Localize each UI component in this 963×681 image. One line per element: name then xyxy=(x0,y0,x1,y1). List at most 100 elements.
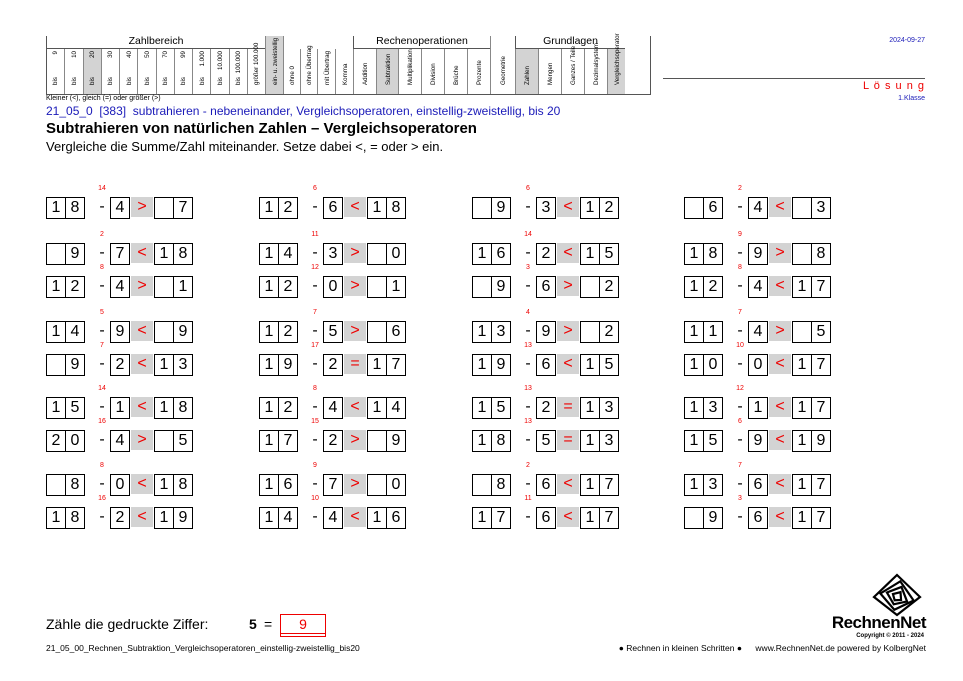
zahlbereich-column: 99 bis xyxy=(173,49,192,94)
comparison-operator: < xyxy=(557,243,579,263)
minuend-tens-digit: 1 xyxy=(264,509,274,526)
minuend-tens-digit: 1 xyxy=(264,476,274,493)
minuend-ones-digit: 5 xyxy=(70,399,80,416)
minus-sign: - xyxy=(312,508,318,525)
minus-sign: - xyxy=(312,355,318,372)
minuend-box: 9 xyxy=(46,243,85,265)
minuend-ones-digit: 2 xyxy=(283,278,293,295)
compare-number-tens-digit: 1 xyxy=(372,509,382,526)
criteria-label: ein- u. zweistellig xyxy=(271,37,279,85)
compare-number-ones-digit: 5 xyxy=(604,356,614,373)
criteria-label: Addition xyxy=(362,62,369,85)
minus-sign: - xyxy=(525,355,531,372)
compare-number-tens-digit: 1 xyxy=(797,356,807,373)
problem: 2 0-4 16 >5 xyxy=(46,418,206,452)
compare-number-box: 5 xyxy=(792,321,831,343)
zahlbereich-prefix: bis xyxy=(107,77,115,85)
difference-hint: 2 xyxy=(738,185,742,192)
comparison-operator: < xyxy=(769,354,791,374)
zahlbereich-prefix: bis xyxy=(162,77,170,85)
minus-sign: - xyxy=(312,198,318,215)
minus-sign: - xyxy=(312,322,318,339)
minus-sign: - xyxy=(525,508,531,525)
compare-number-ones-digit: 3 xyxy=(178,356,188,373)
compare-number-ones-digit: 8 xyxy=(178,245,188,262)
subtrahend-box: 9 xyxy=(536,321,556,343)
compare-number-box: 5 xyxy=(154,430,193,452)
zahlbereich-column: 100.000 bis xyxy=(228,49,247,94)
comparison-operator: < xyxy=(344,197,366,217)
problem: 1 2-4 8 >1 xyxy=(46,264,206,298)
minuend-ones-digit: 2 xyxy=(283,323,293,340)
subtrahend-box: 4 xyxy=(748,197,768,219)
compare-number-ones-digit: 7 xyxy=(391,356,401,373)
criteria-label: ohne Übertrag xyxy=(306,45,313,85)
subtrahend-box: 9 xyxy=(110,321,130,343)
problem: 1 2-0 12 >1 xyxy=(259,264,419,298)
problem: 9 -2 7 <1 3 xyxy=(46,342,206,376)
comparison-operator: > xyxy=(131,276,153,296)
minus-sign: - xyxy=(99,198,105,215)
count-label: Zähle die gedruckte Ziffer: xyxy=(46,616,209,632)
compare-number-tens-digit: 1 xyxy=(159,476,169,493)
minus-sign: - xyxy=(737,475,743,492)
problem: 1 4-3 11 >0 xyxy=(259,231,419,265)
problem: 8-0 8 <1 8 xyxy=(46,462,206,496)
minuend-tens-digit: 1 xyxy=(264,432,274,449)
zahlbereich-prefix: bis xyxy=(198,77,206,85)
minus-sign: - xyxy=(737,244,743,261)
minuend-tens-digit: 1 xyxy=(477,245,487,262)
comparison-operator: < xyxy=(557,197,579,217)
minuend-ones-digit: 4 xyxy=(70,323,80,340)
criteria-column: Addition xyxy=(353,49,376,94)
comparison-operator: < xyxy=(769,397,791,417)
difference-hint: 12 xyxy=(736,385,744,392)
criteria-label: Mengen xyxy=(547,62,554,85)
comparison-operator: < xyxy=(131,321,153,341)
difference-hint: 10 xyxy=(736,342,744,349)
comparison-operator: < xyxy=(131,507,153,527)
difference-hint: 2 xyxy=(100,231,104,238)
criteria-label: Ganzes / Teile xyxy=(570,45,577,85)
compare-number-ones-digit: 7 xyxy=(816,476,826,493)
compare-number-box: 8 xyxy=(792,243,831,265)
compare-number-tens-digit: 1 xyxy=(585,356,595,373)
criteria-column: Multiplikation xyxy=(398,49,421,94)
minuend-tens-digit: 1 xyxy=(51,323,61,340)
zahlbereich-limit: 40 xyxy=(125,51,133,58)
comparison-operator: > xyxy=(557,276,579,296)
subtrahend-box: 9 xyxy=(748,430,768,452)
subtrahend-box: 3 xyxy=(323,243,343,265)
zahlbereich-limit: 9 xyxy=(52,51,60,55)
compare-number-ones-digit: 8 xyxy=(178,476,188,493)
compare-number-ones-digit: 0 xyxy=(391,245,401,262)
subtrahend-box: 0 xyxy=(748,354,768,376)
compare-number-tens-digit: 1 xyxy=(159,509,169,526)
compare-number-ones-digit: 9 xyxy=(178,323,188,340)
difference-hint: 10 xyxy=(311,495,319,502)
compare-number-tens-digit: 1 xyxy=(372,356,382,373)
criteria-label: Zahlen xyxy=(524,66,531,85)
compare-number-ones-digit: 6 xyxy=(391,509,401,526)
header-right-line xyxy=(663,78,925,79)
compare-number-ones-digit: 7 xyxy=(816,509,826,526)
minuend-tens-digit: 1 xyxy=(477,432,487,449)
difference-hint: 2 xyxy=(526,462,530,469)
code: 21_05_0 xyxy=(46,104,93,118)
subtrahend-box: 4 xyxy=(110,430,130,452)
compare-number-tens-digit: 1 xyxy=(585,509,595,526)
compare-number-tens-digit: 1 xyxy=(797,399,807,416)
problem: 6 -4 2 <3 xyxy=(684,185,844,219)
minuend-ones-digit: 9 xyxy=(708,509,718,526)
compare-number-box: 1 xyxy=(154,276,193,298)
comparison-operator: = xyxy=(557,430,579,450)
